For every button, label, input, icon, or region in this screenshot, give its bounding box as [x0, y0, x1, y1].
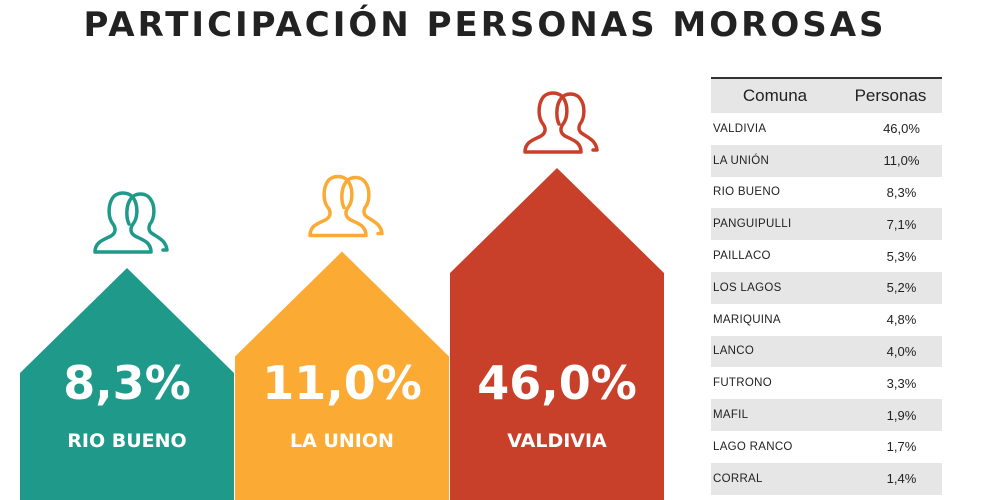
bar-category-label: VALDIVIA	[507, 430, 607, 452]
bar-valdivia	[450, 168, 664, 500]
bar-category-label: RIO BUENO	[67, 430, 186, 452]
chart-title: PARTICIPACIÓN PERSONAS MOROSAS	[83, 5, 887, 45]
table-header: Comuna Personas	[711, 79, 942, 113]
house-la-union: 11,0% LA UNION	[235, 174, 449, 500]
table-row: RIO BUENO 8,3%	[711, 177, 942, 209]
table-header-personas: Personas	[854, 86, 927, 105]
table-cell-comuna: VALDIVIA	[713, 122, 767, 135]
people-outline-icon	[523, 91, 599, 154]
table-cell-comuna: FUTRONO	[713, 377, 772, 390]
house-valdivia: 46,0% VALDIVIA	[450, 91, 664, 500]
table-cell-personas: 7,1%	[886, 216, 917, 232]
table-row: CORRAL 1,4%	[711, 462, 942, 495]
table-cell-personas: 5,3%	[886, 248, 917, 264]
table-row: LANCO 4,0%	[711, 335, 942, 368]
table-cell-personas: 46,0%	[883, 121, 920, 137]
table-cell-personas: 11,0%	[883, 153, 920, 169]
table-cell-personas: 1,9%	[886, 407, 917, 423]
table-cell-personas: 1,4%	[886, 471, 917, 487]
table-header-comuna: Comuna	[742, 86, 808, 105]
table-top-rule	[711, 77, 942, 79]
bar-value-label: 8,3%	[63, 356, 191, 410]
bar-value-label: 46,0%	[477, 356, 637, 410]
table-cell-personas: 5,2%	[886, 280, 917, 296]
table-row: MARIQUINA 4,8%	[711, 304, 942, 336]
bar-value-label: 11,0%	[262, 356, 422, 410]
table-row: LAGO RANCO 1,7%	[711, 431, 942, 463]
table-cell-comuna: PAILLACO	[713, 250, 771, 263]
table-cell-comuna: LAGO RANCO	[713, 440, 793, 453]
table-row: LA UNIÓN 11,0%	[711, 144, 942, 177]
table-cell-personas: 4,0%	[886, 343, 917, 359]
table-row: MAFIL 1,9%	[711, 399, 942, 431]
people-outline-icon	[93, 191, 169, 254]
table-cell-comuna: LOS LAGOS	[713, 281, 782, 294]
bar-la-union	[235, 251, 449, 500]
table-row: VALDIVIA 46,0%	[711, 113, 942, 145]
people-outline-icon	[308, 174, 384, 238]
table-row: PAILLACO 5,3%	[711, 240, 942, 272]
table-cell-comuna: RIO BUENO	[713, 186, 781, 199]
table-row: PANGUIPULLI 7,1%	[711, 208, 942, 241]
house-rio-bueno: 8,3% RIO BUENO	[20, 191, 234, 500]
table-cell-comuna: PANGUIPULLI	[713, 218, 792, 231]
bar-category-label: LA UNION	[290, 430, 394, 452]
table-cell-comuna: MAFIL	[713, 409, 749, 422]
table-body: VALDIVIA 46,0% LA UNIÓN 11,0% RIO BUENO 8,3% P…	[711, 113, 942, 495]
table-row: FUTRONO 3,3%	[711, 367, 942, 399]
table-cell-comuna: LA UNIÓN	[713, 154, 770, 167]
house-bar-chart: 8,3% RIO BUENO 11,0% LA UNION 46,0% VALDIVIA	[20, 91, 664, 500]
table-cell-personas: 3,3%	[886, 375, 917, 391]
table-cell-personas: 8,3%	[886, 184, 917, 200]
table-cell-personas: 4,8%	[886, 312, 917, 328]
bar-rio-bueno	[20, 268, 234, 500]
table-cell-comuna: LANCO	[713, 345, 755, 358]
data-table: Comuna Personas VALDIVIA 46,0% LA UNIÓN 11,…	[711, 77, 942, 495]
table-cell-comuna: CORRAL	[713, 472, 763, 485]
table-cell-comuna: MARIQUINA	[713, 313, 781, 326]
table-row: LOS LAGOS 5,2%	[711, 271, 942, 304]
table-cell-personas: 1,7%	[886, 439, 917, 455]
